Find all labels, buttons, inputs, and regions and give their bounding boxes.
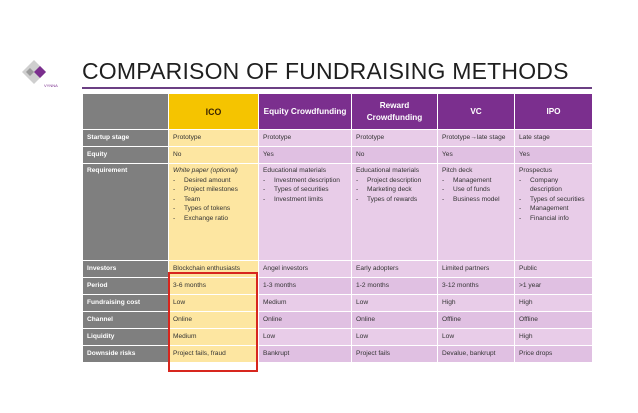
- column-header-vc: VC: [437, 93, 515, 130]
- table-cell: Low: [258, 328, 352, 346]
- table-cell: High: [514, 294, 593, 312]
- table-cell: Blockchain enthusiasts: [168, 260, 259, 278]
- requirement-item: Financial info: [519, 214, 588, 224]
- table-cell: Late stage: [514, 129, 593, 147]
- table-cell: Limited partners: [437, 260, 515, 278]
- requirement-lead: Educational materials: [263, 167, 327, 174]
- table-cell: High: [514, 328, 593, 346]
- table-cell: Public: [514, 260, 593, 278]
- table-cell: Prototype: [168, 129, 259, 147]
- table-cell: No: [351, 146, 438, 164]
- requirement-lead: Pitch deck: [442, 167, 473, 174]
- requirement-item: Use of funds: [442, 185, 510, 195]
- requirement-item: Project description: [356, 176, 433, 186]
- svg-text:VYNNA: VYNNA: [44, 83, 58, 88]
- requirement-item: Business model: [442, 195, 510, 205]
- row-label: Fundraising cost: [82, 294, 169, 312]
- table-cell: Early adopters: [351, 260, 438, 278]
- column-header-reward-crowdfunding: Reward Crowdfunding: [351, 93, 438, 130]
- table-cell: Prototype: [351, 129, 438, 147]
- table-row-liquidity: Liquidity Medium Low Low Low High: [82, 328, 593, 346]
- row-label: Investors: [82, 260, 169, 278]
- requirement-item: Project milestones: [173, 185, 254, 195]
- table-cell: Bankrupt: [258, 345, 352, 363]
- table-row-requirement: Requirement White paper (optional) Desir…: [82, 163, 593, 261]
- column-header-equity-crowdfunding: Equity Crowdfunding: [258, 93, 352, 130]
- table-cell: >1 year: [514, 277, 593, 295]
- table-cell: Price drops: [514, 345, 593, 363]
- requirement-item: Marketing deck: [356, 185, 433, 195]
- header-row: ICO Equity Crowdfunding Reward Crowdfund…: [82, 93, 593, 130]
- table-cell: 1-2 months: [351, 277, 438, 295]
- table-cell: Online: [351, 311, 438, 329]
- row-label: Channel: [82, 311, 169, 329]
- table-cell: Low: [168, 294, 259, 312]
- table-cell: Offline: [437, 311, 515, 329]
- table-cell: Online: [168, 311, 259, 329]
- row-label: Requirement: [82, 163, 169, 261]
- requirement-item: Management: [442, 176, 510, 186]
- requirement-item: Types of rewards: [356, 195, 433, 205]
- table-cell: Offline: [514, 311, 593, 329]
- table-cell: Angel investors: [258, 260, 352, 278]
- table-cell: Prototype: [258, 129, 352, 147]
- requirement-item: Investment description: [263, 176, 347, 186]
- table-cell: 3-6 months: [168, 277, 259, 295]
- requirement-item: Management: [519, 204, 588, 214]
- table-row-investors: Investors Blockchain enthusiasts Angel i…: [82, 260, 593, 278]
- requirement-cell-ico: White paper (optional) Desired amount Pr…: [168, 163, 259, 261]
- table-cell: Low: [351, 294, 438, 312]
- requirement-item: Exchange ratio: [173, 214, 254, 224]
- table-cell: Medium: [258, 294, 352, 312]
- requirement-item: Types of securities: [519, 195, 588, 205]
- company-logo: VYNNA: [22, 60, 58, 88]
- corner-cell: [82, 93, 169, 130]
- row-label: Downside risks: [82, 345, 169, 363]
- table-row-downside-risks: Downside risks Project fails, fraud Bank…: [82, 345, 593, 363]
- requirement-item: Desired amount: [173, 176, 254, 186]
- requirement-item: Team: [173, 195, 254, 205]
- row-label: Liquidity: [82, 328, 169, 346]
- row-label: Equity: [82, 146, 169, 164]
- table-cell: 1-3 months: [258, 277, 352, 295]
- column-header-ico: ICO: [168, 93, 259, 130]
- page-title: COMPARISON OF FUNDRAISING METHODS: [82, 58, 569, 84]
- table-cell: Medium: [168, 328, 259, 346]
- requirement-item: Company description: [519, 176, 588, 195]
- table-row-startup-stage: Startup stage Prototype Prototype Protot…: [82, 129, 593, 147]
- requirement-cell-reward: Educational materials Project descriptio…: [351, 163, 438, 261]
- table-row-fundraising-cost: Fundraising cost Low Medium Low High Hig…: [82, 294, 593, 312]
- table-row-equity: Equity No Yes No Yes Yes: [82, 146, 593, 164]
- table-cell: Yes: [258, 146, 352, 164]
- table-cell: Low: [351, 328, 438, 346]
- requirement-item: Investment limits: [263, 195, 347, 205]
- requirement-cell-ipo: Prospectus Company description Types of …: [514, 163, 593, 261]
- requirement-cell-equity: Educational materials Investment descrip…: [258, 163, 352, 261]
- requirement-lead: White paper (optional): [173, 167, 238, 174]
- table-cell: 3-12 months: [437, 277, 515, 295]
- requirement-item: Types of securities: [263, 185, 347, 195]
- comparison-table: ICO Equity Crowdfunding Reward Crowdfund…: [82, 93, 593, 363]
- requirement-item: Types of tokens: [173, 204, 254, 214]
- table-cell: Low: [437, 328, 515, 346]
- table-cell: Project fails, fraud: [168, 345, 259, 363]
- row-label: Startup stage: [82, 129, 169, 147]
- requirement-cell-vc: Pitch deck Management Use of funds Busin…: [437, 163, 515, 261]
- requirement-lead: Educational materials: [356, 167, 420, 174]
- column-header-ipo: IPO: [514, 93, 593, 130]
- requirement-lead: Prospectus: [519, 167, 552, 174]
- table-cell: High: [437, 294, 515, 312]
- table-cell: No: [168, 146, 259, 164]
- row-label: Period: [82, 277, 169, 295]
- table-cell: Yes: [514, 146, 593, 164]
- table-cell: Prototype→late stage: [437, 129, 515, 147]
- table-cell: Project fails: [351, 345, 438, 363]
- table-row-channel: Channel Online Online Online Offline Off…: [82, 311, 593, 329]
- table-row-period: Period 3-6 months 1-3 months 1-2 months …: [82, 277, 593, 295]
- table-cell: Devalue, bankrupt: [437, 345, 515, 363]
- table-cell: Online: [258, 311, 352, 329]
- title-underline: [82, 87, 592, 89]
- table-cell: Yes: [437, 146, 515, 164]
